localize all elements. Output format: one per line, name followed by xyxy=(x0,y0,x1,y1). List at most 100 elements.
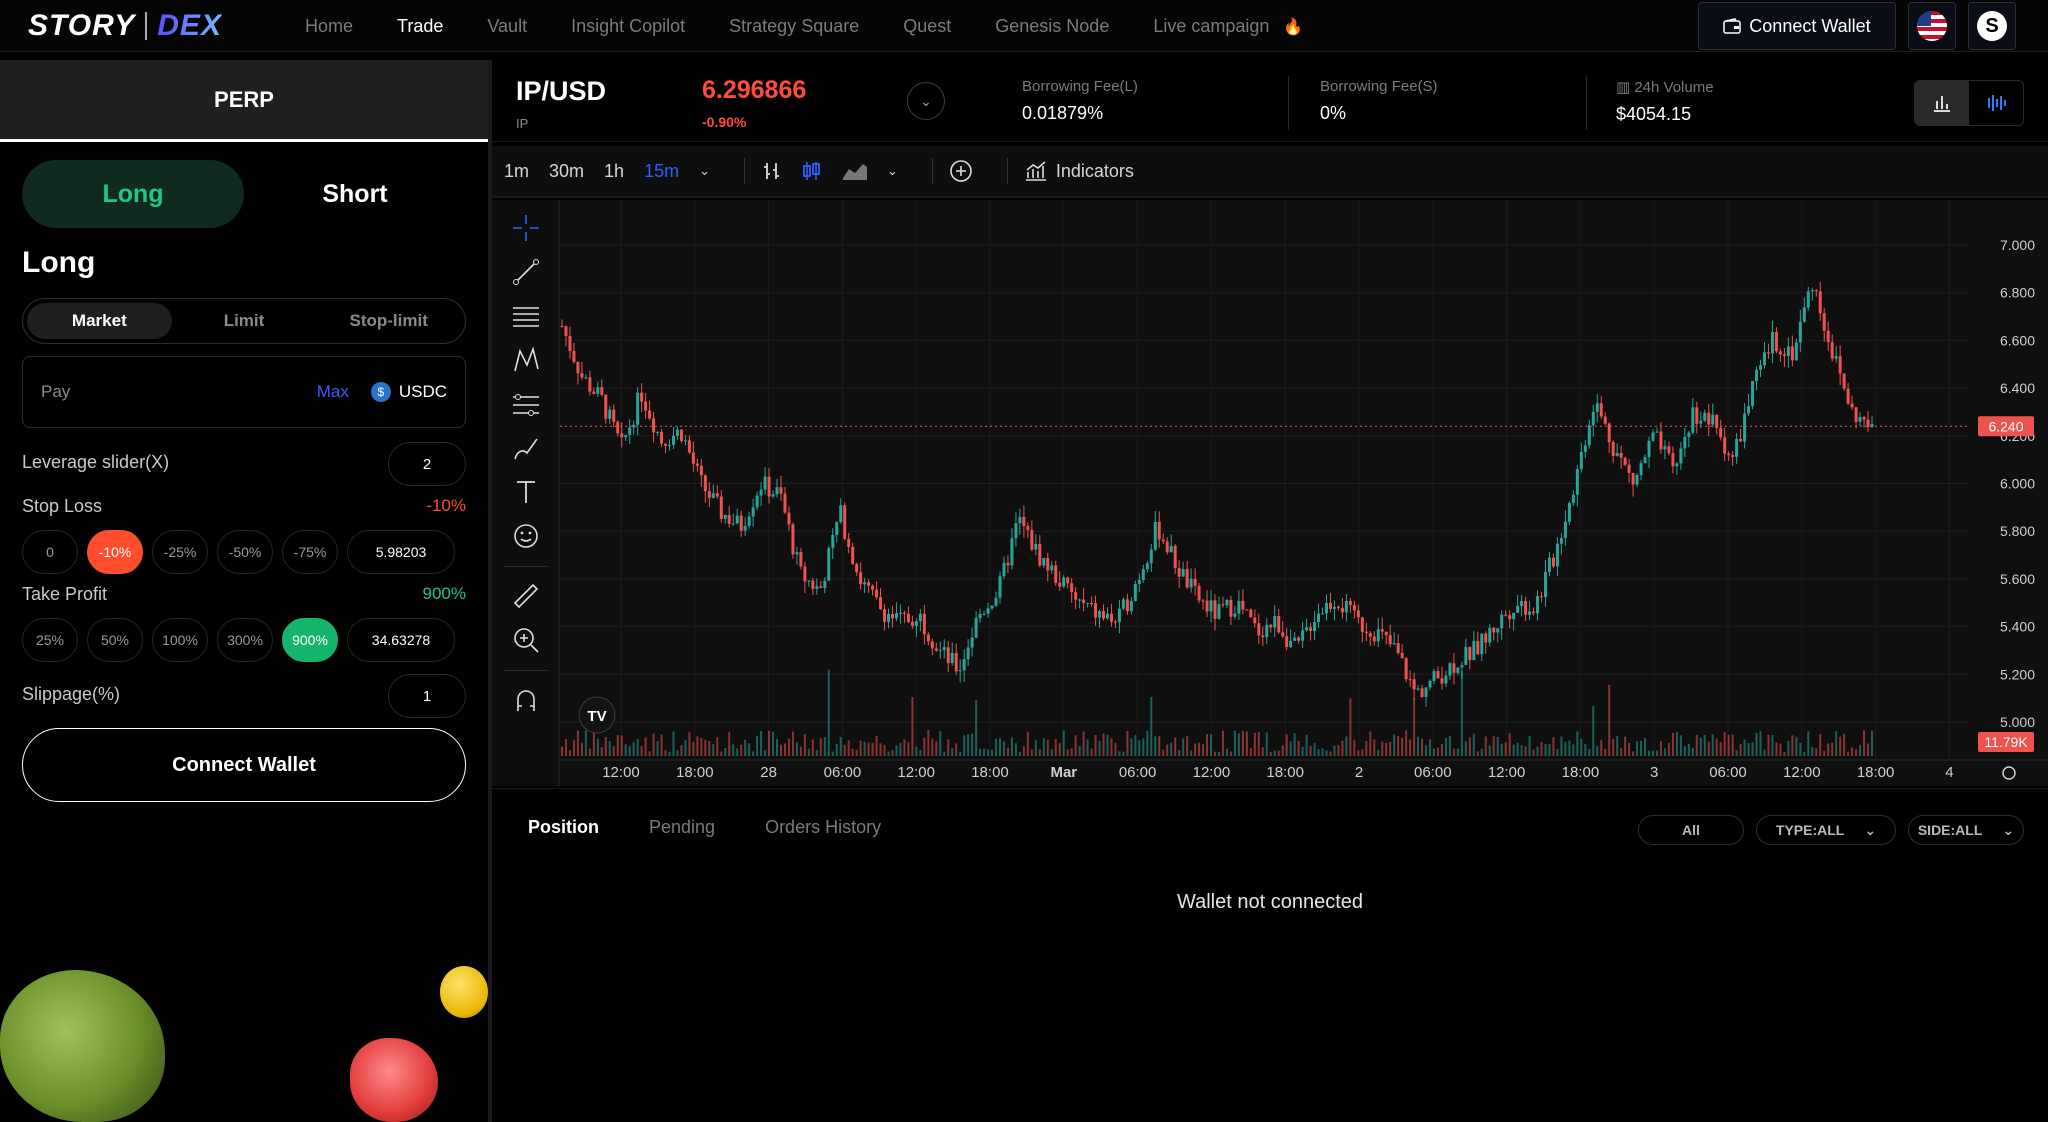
tab-position[interactable]: Position xyxy=(528,817,599,837)
long-button[interactable]: Long xyxy=(22,160,244,228)
volume-bar xyxy=(676,750,679,756)
nav-link-genesis-node[interactable]: Genesis Node xyxy=(995,15,1110,36)
volume-bar xyxy=(1747,743,1750,756)
nav-link-live-campaign[interactable]: Live campaign 🔥 xyxy=(1153,16,1303,37)
take-profit-chips: 25% 50% 100% 300% 900% 34.63278 xyxy=(22,618,455,662)
stop-loss-chip[interactable]: 0 xyxy=(22,530,78,574)
connect-wallet-button[interactable]: Connect Wallet xyxy=(22,728,466,802)
volume-bar xyxy=(1584,743,1587,756)
trend-line-icon[interactable] xyxy=(510,256,542,288)
nav-link-home[interactable]: Home xyxy=(305,15,354,36)
candle-style-icon[interactable] xyxy=(801,160,823,182)
token-selector[interactable]: $ USDC xyxy=(370,382,447,402)
candle-body xyxy=(1356,610,1360,618)
candle-body xyxy=(1555,543,1559,567)
story-account-button[interactable]: S xyxy=(1968,2,2016,50)
bar-style-icon[interactable] xyxy=(761,160,783,182)
area-style-icon[interactable] xyxy=(841,160,869,182)
magnet-icon[interactable] xyxy=(510,684,542,716)
timeframe-15m[interactable]: 15m xyxy=(644,160,680,181)
tab-market[interactable]: Market xyxy=(27,303,172,339)
candle-body xyxy=(707,491,711,498)
candle-body xyxy=(875,589,879,598)
volume-bar xyxy=(1727,734,1730,756)
story-dex-logo[interactable]: STORY DEX xyxy=(28,9,222,42)
volume-bar xyxy=(1783,751,1786,756)
take-profit-chip[interactable]: 100% xyxy=(152,618,208,662)
tab-orders-history[interactable]: Orders History xyxy=(765,817,882,837)
brush-icon[interactable] xyxy=(510,432,542,464)
bar-chart-view-icon[interactable] xyxy=(1915,81,1969,125)
nav-link-vault[interactable]: Vault xyxy=(487,15,528,36)
stop-loss-chip[interactable]: -10% xyxy=(87,530,143,574)
timeframe-chevron-down-icon[interactable]: ⌄ xyxy=(699,163,710,178)
candle-body xyxy=(950,652,954,663)
indicators-button[interactable]: Indicators xyxy=(1055,160,1134,181)
volume-badge-label: 11.79K xyxy=(1984,734,2028,750)
add-compare-icon[interactable] xyxy=(949,159,973,183)
candle-body xyxy=(683,440,687,442)
volume-bar xyxy=(1624,736,1627,756)
volume-bar xyxy=(1743,739,1746,756)
take-profit-chip[interactable]: 900% xyxy=(282,618,338,662)
take-profit-price-input[interactable]: 34.63278 xyxy=(347,618,455,662)
volume-bar xyxy=(568,750,571,756)
stop-loss-chip[interactable]: -25% xyxy=(152,530,208,574)
tab-pending[interactable]: Pending xyxy=(649,817,716,837)
volume-bar xyxy=(1409,739,1412,756)
volume-bar xyxy=(1297,740,1300,756)
volume-bar xyxy=(1281,745,1284,756)
indicators-icon[interactable] xyxy=(1024,160,1048,182)
take-profit-value: 900% xyxy=(422,584,466,603)
candle-body xyxy=(1870,423,1874,427)
emoji-icon[interactable] xyxy=(510,520,542,552)
zoom-in-icon[interactable] xyxy=(510,624,542,656)
language-button[interactable] xyxy=(1908,2,1956,50)
nav-link-trade[interactable]: Trade xyxy=(397,15,444,36)
connect-wallet-button-top[interactable]: Connect Wallet xyxy=(1698,2,1896,50)
filter-type-dropdown[interactable]: TYPE:ALL ⌄ xyxy=(1756,815,1896,845)
pay-input[interactable]: Pay Max $ USDC xyxy=(22,356,466,428)
fib-tool-icon[interactable] xyxy=(510,388,542,420)
volume-bar xyxy=(1596,745,1599,756)
timeframe-1h[interactable]: 1h xyxy=(604,160,625,181)
nav-links: Home Trade Vault Insight Copilot Strateg… xyxy=(305,0,1303,52)
stop-loss-chip[interactable]: -75% xyxy=(282,530,338,574)
stop-loss-price-input[interactable]: 5.98203 xyxy=(347,530,455,574)
timeframe-1m[interactable]: 1m xyxy=(504,160,530,181)
price-chart[interactable]: 7.0006.8006.6006.4006.2006.0005.8005.600… xyxy=(560,200,2048,786)
style-chevron-down-icon[interactable]: ⌄ xyxy=(886,163,898,178)
horizontal-lines-icon[interactable] xyxy=(510,300,542,332)
filter-all[interactable]: All xyxy=(1638,815,1744,845)
volume-bar xyxy=(1026,731,1029,756)
max-button[interactable]: Max xyxy=(316,382,349,401)
leverage-input[interactable]: 2 xyxy=(388,442,466,486)
slippage-input[interactable]: 1 xyxy=(388,674,466,718)
take-profit-chip[interactable]: 50% xyxy=(87,618,143,662)
volume-bar xyxy=(1221,730,1224,756)
volume-bar xyxy=(1663,748,1666,756)
pair-dropdown-chevron-icon[interactable]: ⌄ xyxy=(907,82,945,120)
perp-tab[interactable]: PERP xyxy=(0,60,488,142)
nav-link-insight-copilot[interactable]: Insight Copilot xyxy=(571,15,686,36)
volume-bar xyxy=(1345,736,1348,756)
text-tool-icon[interactable] xyxy=(510,476,542,508)
timeframe-30m[interactable]: 30m xyxy=(549,160,585,181)
nav-link-quest[interactable]: Quest xyxy=(903,15,952,36)
short-button[interactable]: Short xyxy=(322,179,388,208)
candle-body xyxy=(1368,633,1372,637)
crosshair-icon[interactable] xyxy=(510,212,542,244)
tab-limit[interactable]: Limit xyxy=(223,311,265,330)
volume-bar xyxy=(1190,750,1193,756)
depth-chart-view-icon[interactable] xyxy=(1969,81,2023,125)
pattern-icon[interactable] xyxy=(510,344,542,376)
take-profit-chip[interactable]: 300% xyxy=(217,618,273,662)
tab-stop-limit[interactable]: Stop-limit xyxy=(349,311,428,330)
ruler-icon[interactable] xyxy=(510,580,542,612)
nav-link-strategy-square[interactable]: Strategy Square xyxy=(729,15,860,36)
stop-loss-chip[interactable]: -50% xyxy=(217,530,273,574)
stat-divider xyxy=(1586,76,1587,130)
take-profit-chip[interactable]: 25% xyxy=(22,618,78,662)
filter-side-dropdown[interactable]: SIDE:ALL ⌄ xyxy=(1908,815,2024,845)
candle-body xyxy=(1317,613,1321,623)
